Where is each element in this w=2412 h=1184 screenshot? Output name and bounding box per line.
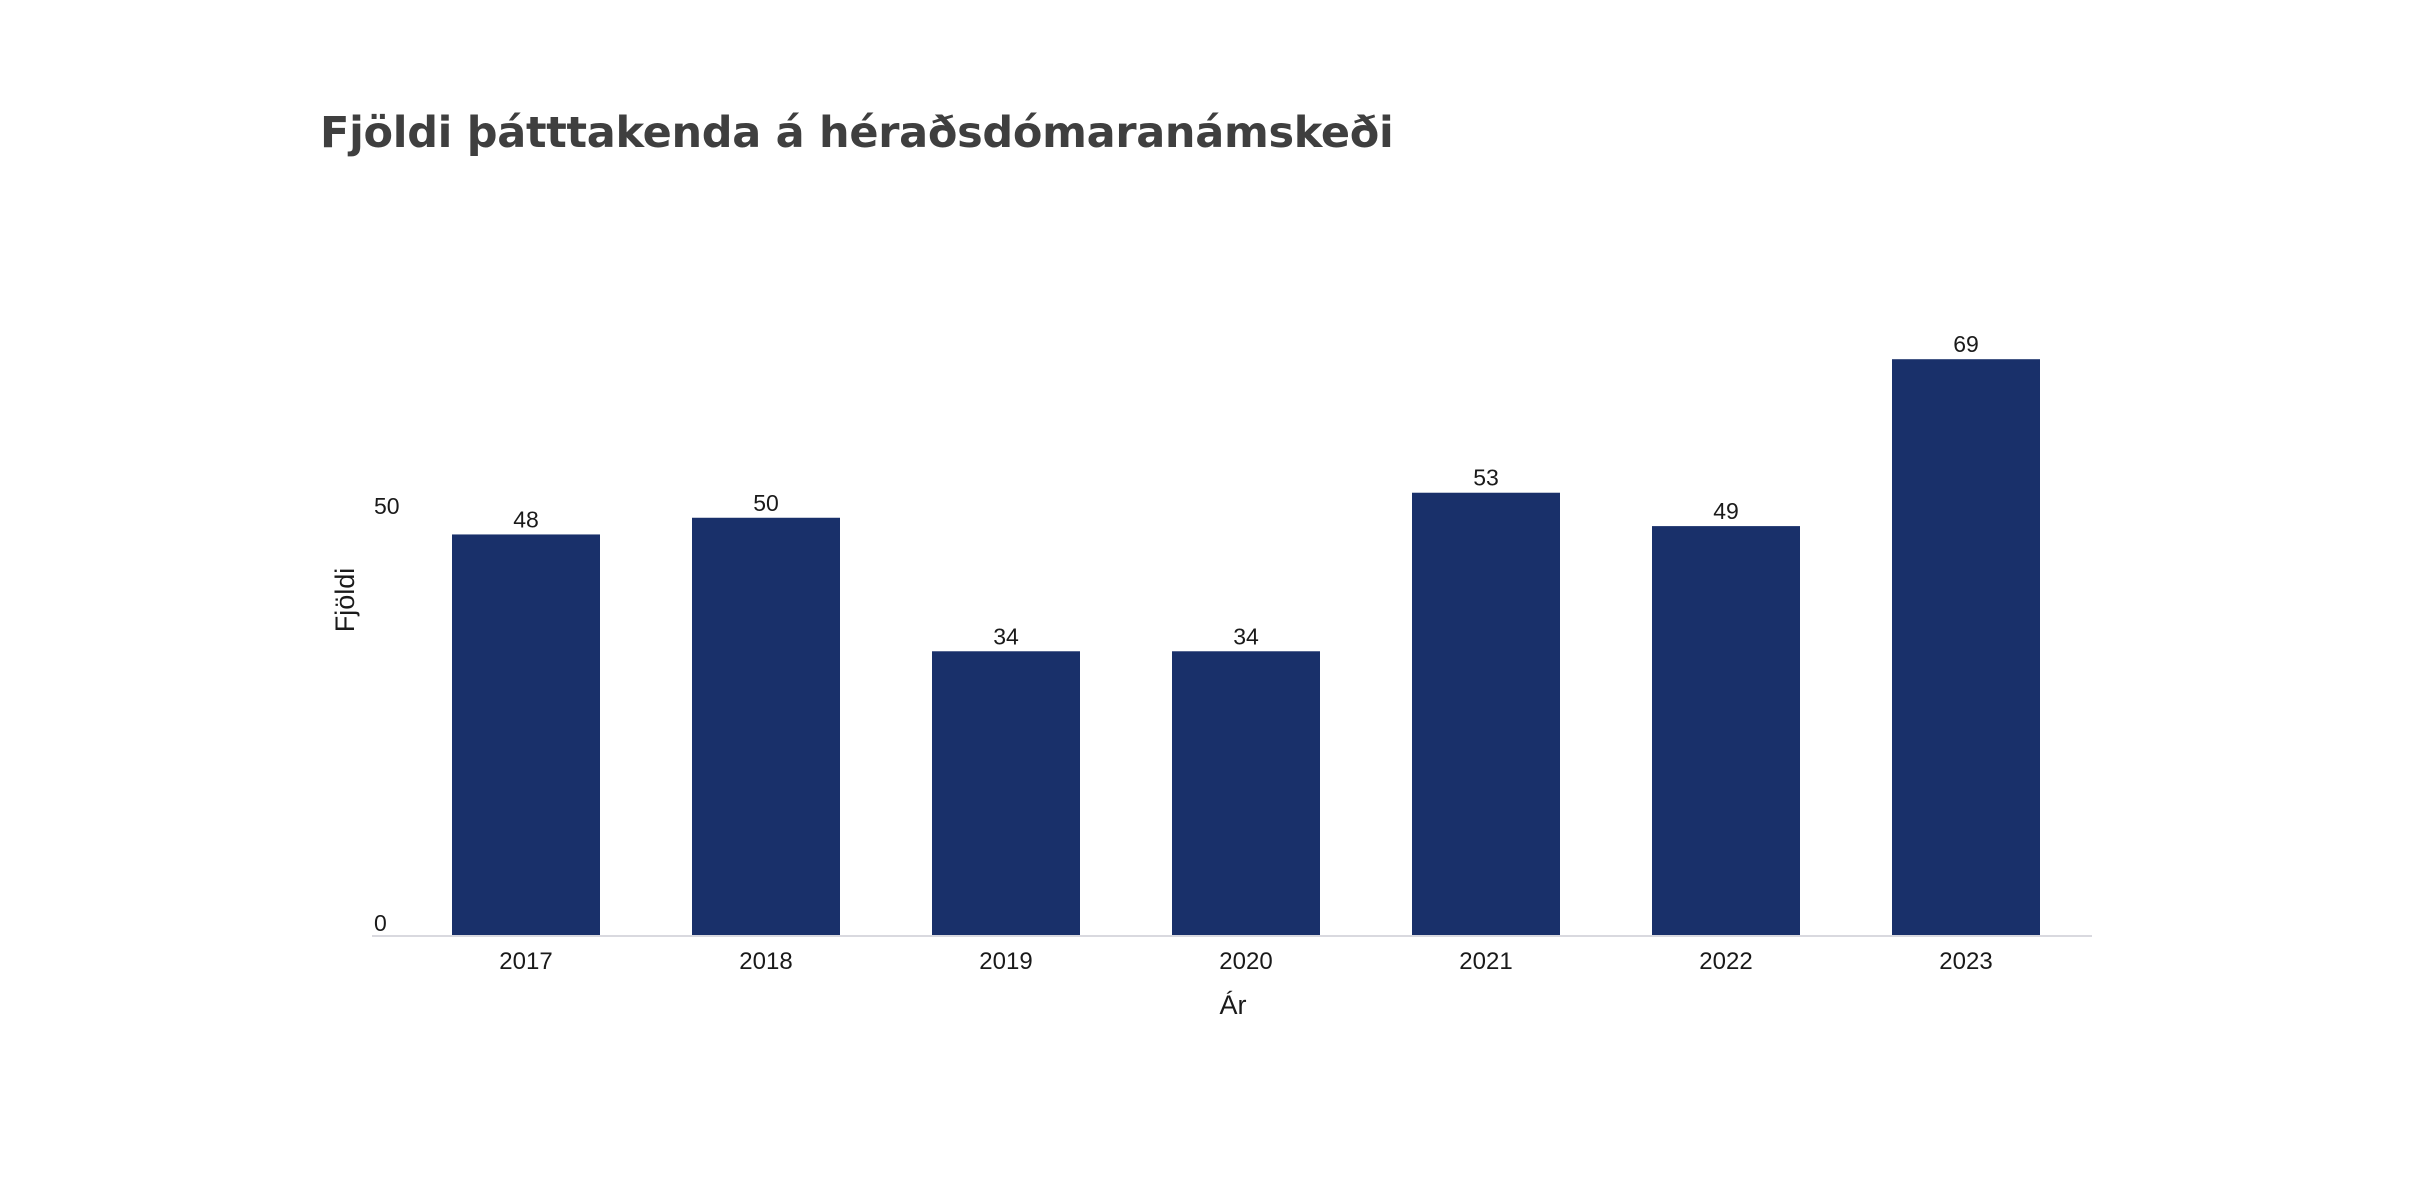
x-tick-label-2022: 2022 (1699, 948, 1752, 975)
x-tick-label-2018: 2018 (739, 948, 792, 975)
bar-value-label-2023: 69 (1953, 331, 1979, 357)
x-tick-label-2017: 2017 (499, 948, 552, 975)
bar-value-label-2019: 34 (993, 623, 1019, 649)
x-tick-label-2020: 2020 (1219, 948, 1272, 975)
x-axis-ticks: 2017 2018 2019 2020 2021 2022 2023 (499, 948, 1992, 975)
bar-2023 (1892, 359, 2040, 935)
bar-value-label-2018: 50 (753, 490, 779, 516)
bar-2017 (452, 534, 600, 935)
bars (452, 359, 2040, 935)
bar-2021 (1412, 492, 1560, 935)
x-tick-label-2023: 2023 (1939, 948, 1992, 975)
chart-title: Fjöldi þátttakenda á héraðsdómaranámskeð… (320, 108, 1394, 158)
bar-2020 (1172, 651, 1320, 935)
bar-data-labels: 48 50 34 34 53 49 69 (513, 331, 1979, 649)
bar-2018 (692, 517, 840, 935)
bar-value-label-2022: 49 (1713, 498, 1739, 524)
x-tick-label-2021: 2021 (1459, 948, 1512, 975)
bar-2022 (1652, 526, 1800, 935)
x-axis-title: Ár (1220, 990, 1247, 1020)
x-tick-label-2019: 2019 (979, 948, 1032, 975)
bar-value-label-2020: 34 (1233, 623, 1259, 649)
y-tick-label: 0 (374, 910, 387, 936)
y-tick-label: 50 (374, 493, 400, 519)
bar-value-label-2017: 48 (513, 506, 539, 532)
y-axis-title: Fjöldi (330, 568, 360, 633)
bar-2019 (932, 651, 1080, 935)
y-axis-ticks: 0 50 (374, 493, 400, 936)
bar-value-label-2021: 53 (1473, 465, 1499, 491)
